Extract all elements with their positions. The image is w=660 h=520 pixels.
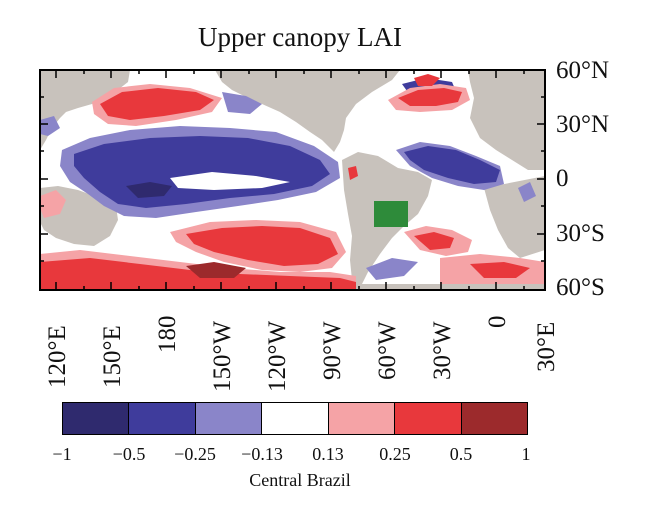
lon-label-120w: 120°W: [264, 320, 291, 392]
lon-label-150e: 150°E: [99, 325, 126, 388]
colorbar-tick: −1: [52, 444, 72, 464]
colorbar-swatch: [63, 403, 130, 434]
axis-ticks: [40, 70, 545, 290]
land-asia: [40, 70, 130, 150]
colorbar-tick: 0.13: [312, 444, 344, 464]
colorbar-tick: 1: [521, 444, 531, 464]
anomaly-fills: [40, 74, 545, 290]
lon-label-150w: 150°W: [209, 320, 236, 392]
figure-title: Upper canopy LAI: [198, 22, 402, 52]
lat-label-60n: 60°N: [556, 57, 610, 84]
lon-label-90w: 90°W: [319, 321, 346, 380]
colorbar-tick: −0.25: [174, 444, 216, 464]
land-greenland-europe: [468, 70, 545, 170]
lat-label-60s: 60°S: [556, 274, 605, 301]
lat-label-30s: 30°S: [556, 220, 605, 247]
lat-label-30n: 30°N: [556, 111, 610, 138]
colorbar: [62, 402, 528, 435]
colorbar-swatch: [262, 403, 329, 434]
colorbar-swatch: [129, 403, 196, 434]
colorbar-swatch: [328, 403, 396, 434]
colorbar-swatch: [461, 403, 527, 434]
lon-label-30e: 30°E: [533, 321, 560, 372]
colorbar-tick: −0.13: [241, 444, 283, 464]
lon-label-0: 0: [484, 315, 511, 329]
lat-label-eq: 0: [556, 165, 569, 192]
lon-label-120e: 120°E: [44, 325, 71, 388]
lon-label-180: 180: [154, 315, 181, 354]
colorbar-swatch: [195, 403, 263, 434]
colorbar-swatch: [395, 403, 462, 434]
central-brazil-box: [374, 201, 408, 227]
lon-label-60w: 60°W: [374, 321, 401, 380]
map-frame: [39, 69, 546, 291]
colorbar-tick: −0.5: [112, 444, 146, 464]
lon-label-30w: 30°W: [429, 321, 456, 380]
colorbar-tick: 0.25: [379, 444, 411, 464]
colorbar-tick: 0.5: [449, 444, 473, 464]
land-north-america: [215, 70, 400, 152]
region-caption: Central Brazil: [249, 470, 351, 490]
